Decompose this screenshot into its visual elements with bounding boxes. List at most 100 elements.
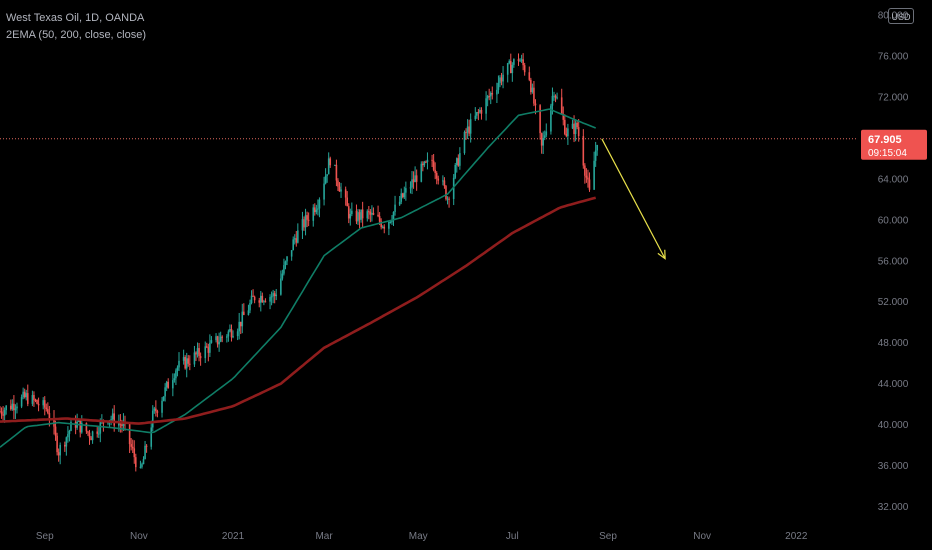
candle-body <box>539 105 541 134</box>
candle-body <box>448 198 450 200</box>
candle-body <box>409 187 412 189</box>
y-tick-label: 72.000 <box>878 92 909 103</box>
candle-body <box>489 93 492 97</box>
candle-body <box>2 414 4 416</box>
candle-body <box>432 160 435 170</box>
candle-body <box>323 183 325 200</box>
candle-body <box>57 452 60 456</box>
candle-body <box>563 119 566 134</box>
candle-body <box>542 138 544 146</box>
candle-body <box>550 105 552 132</box>
candle-body <box>215 336 217 341</box>
symbol-title: West Texas Oil, 1D, OANDA <box>6 12 145 24</box>
candle-body <box>172 380 174 389</box>
candle-body <box>113 413 115 426</box>
candle-body <box>378 216 381 222</box>
candle-body <box>582 136 585 166</box>
candle-body <box>68 430 71 435</box>
candle-body <box>499 77 501 84</box>
candle-body <box>247 310 250 315</box>
candle-body <box>593 160 595 190</box>
candle-body <box>584 165 586 176</box>
candle-body <box>88 432 91 438</box>
candle-body <box>488 96 490 98</box>
candle-body <box>275 294 278 297</box>
x-tick-label: Nov <box>130 531 148 542</box>
candle-body <box>463 132 466 154</box>
candle-body <box>434 169 436 173</box>
candle-body <box>486 96 489 99</box>
candle-body <box>142 459 145 465</box>
candle-body <box>133 448 136 458</box>
candle-body <box>139 466 142 468</box>
candle-body <box>273 293 276 297</box>
candle-body <box>445 186 447 199</box>
candle-body <box>175 370 177 379</box>
candle-body <box>221 336 224 338</box>
candle-body <box>236 331 239 337</box>
candle-body <box>405 188 407 193</box>
ema-200-line <box>0 196 597 425</box>
candle-body <box>509 60 512 74</box>
candle-body <box>241 311 244 327</box>
projection-arrow-shaft[interactable] <box>601 138 666 259</box>
candle-body <box>534 103 537 106</box>
candle-body <box>457 158 460 166</box>
candle-body <box>361 209 364 219</box>
candle-body <box>119 422 122 425</box>
y-tick-label: 52.000 <box>878 297 909 308</box>
candle-body <box>23 391 26 398</box>
candle-body <box>540 133 543 146</box>
candle-body <box>91 431 94 441</box>
candle-body <box>131 446 134 449</box>
candle-body <box>13 403 15 411</box>
y-tick-label: 32.000 <box>878 502 909 513</box>
candle-body <box>573 123 575 135</box>
candle-body <box>479 109 481 113</box>
candle-body <box>389 221 392 223</box>
candle-body <box>0 411 3 415</box>
candle-body <box>10 405 12 410</box>
candle-body <box>301 219 304 231</box>
candle-body <box>401 193 404 198</box>
candle-body <box>218 341 220 345</box>
candle-body <box>263 301 265 303</box>
candle-body <box>551 95 554 106</box>
candle-body <box>198 348 200 357</box>
candle-body <box>54 426 57 436</box>
candle-body <box>48 413 51 419</box>
candle-body <box>403 192 406 198</box>
candle-body <box>45 407 48 410</box>
candle-body <box>476 112 478 116</box>
candle-body <box>47 409 49 414</box>
candle-body <box>77 420 80 422</box>
candle-body <box>144 445 146 460</box>
candle-body <box>42 400 45 406</box>
candle-body <box>297 230 299 243</box>
candle-body <box>577 127 580 137</box>
x-tick-label: Sep <box>36 531 54 542</box>
candle-body <box>182 357 185 361</box>
y-tick-label: 64.000 <box>878 174 909 185</box>
candle-body <box>64 444 66 447</box>
candle-body <box>553 95 555 97</box>
candle-body <box>110 419 112 421</box>
candle-body <box>306 215 308 220</box>
candle-body <box>420 163 423 182</box>
candle-body <box>437 178 440 181</box>
last-price-value: 67.905 <box>868 134 902 146</box>
candle-body <box>243 311 245 315</box>
candle-body <box>485 98 487 114</box>
candle-body <box>20 397 23 407</box>
candle-body <box>491 93 494 95</box>
candle-body <box>497 83 500 90</box>
candle-body <box>357 212 359 222</box>
y-tick-label: 56.000 <box>878 256 909 267</box>
candle-body <box>34 399 37 401</box>
candle-body <box>230 328 233 338</box>
currency-button[interactable]: USD <box>888 8 914 24</box>
candle-body <box>258 300 261 303</box>
candle-body <box>351 210 353 215</box>
